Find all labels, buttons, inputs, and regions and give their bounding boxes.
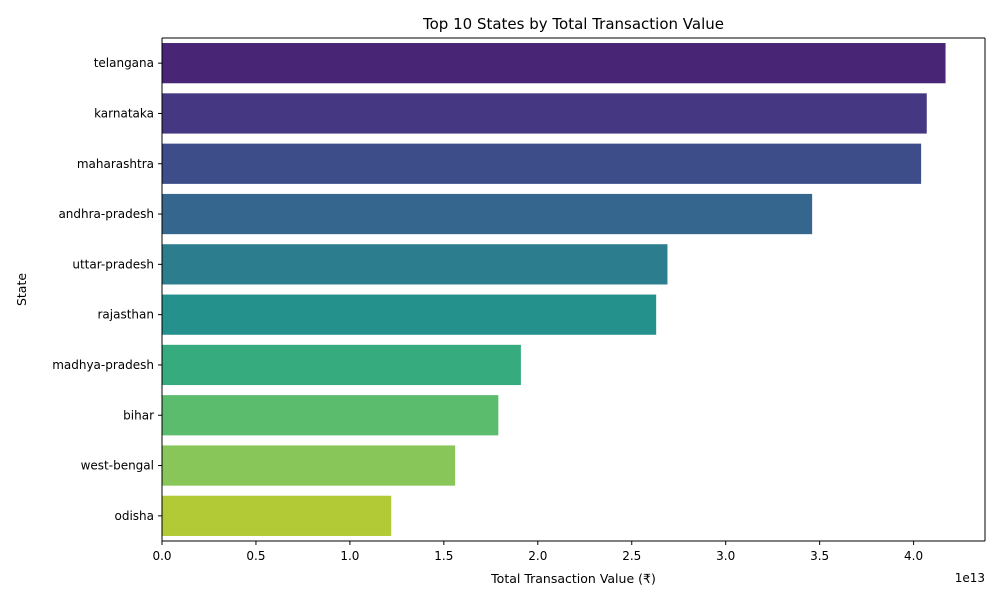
bar-madhya-pradesh xyxy=(162,344,521,386)
x-tick-label: 2.5 xyxy=(622,549,641,563)
bar-bihar xyxy=(162,395,499,436)
y-tick-label: uttar-pradesh xyxy=(72,257,154,271)
x-tick-label: 3.5 xyxy=(810,549,829,563)
y-axis-ticks: telangana karnataka maharashtra andhra-prad… xyxy=(52,56,162,523)
x-tick-label: 0.5 xyxy=(246,549,265,563)
y-tick-label: odisha xyxy=(114,509,154,523)
bar-telangana xyxy=(162,43,946,84)
bar-odisha xyxy=(162,495,392,536)
y-tick-label: telangana xyxy=(94,56,154,70)
x-tick-label: 4.0 xyxy=(904,549,923,563)
bar-uttar-pradesh xyxy=(162,244,668,285)
chart-title: Top 10 States by Total Transaction Value xyxy=(422,15,724,33)
x-axis-title: Total Transaction Value (₹) xyxy=(490,571,656,586)
y-tick-label: rajasthan xyxy=(98,308,155,322)
bar-west-bengal xyxy=(162,445,456,486)
x-tick-label: 2.0 xyxy=(528,549,547,563)
y-tick-label: madhya-pradesh xyxy=(52,358,154,372)
x-tick-label: 1.0 xyxy=(340,549,359,563)
y-tick-label: andhra-pradesh xyxy=(58,207,154,221)
x-tick-label: 3.0 xyxy=(716,549,735,563)
x-tick-label: 1.5 xyxy=(434,549,453,563)
y-tick-label: karnataka xyxy=(94,106,154,120)
y-axis-title: State xyxy=(14,273,29,306)
bar-karnataka xyxy=(162,93,927,134)
x-tick-label: 0.0 xyxy=(152,549,171,563)
y-tick-label: maharashtra xyxy=(77,157,154,171)
bar-andhra-pradesh xyxy=(162,193,813,235)
bars-group xyxy=(162,43,946,536)
y-tick-label: west-bengal xyxy=(81,459,154,473)
x-axis-ticks: 0.0 0.5 1.0 1.5 2.0 2.5 3.0 3.5 4.0 xyxy=(152,541,923,563)
y-tick-label: bihar xyxy=(123,408,154,422)
x-axis-offset-label: 1e13 xyxy=(955,571,985,585)
bar-maharashtra xyxy=(162,143,922,184)
bar-rajasthan xyxy=(162,294,657,335)
